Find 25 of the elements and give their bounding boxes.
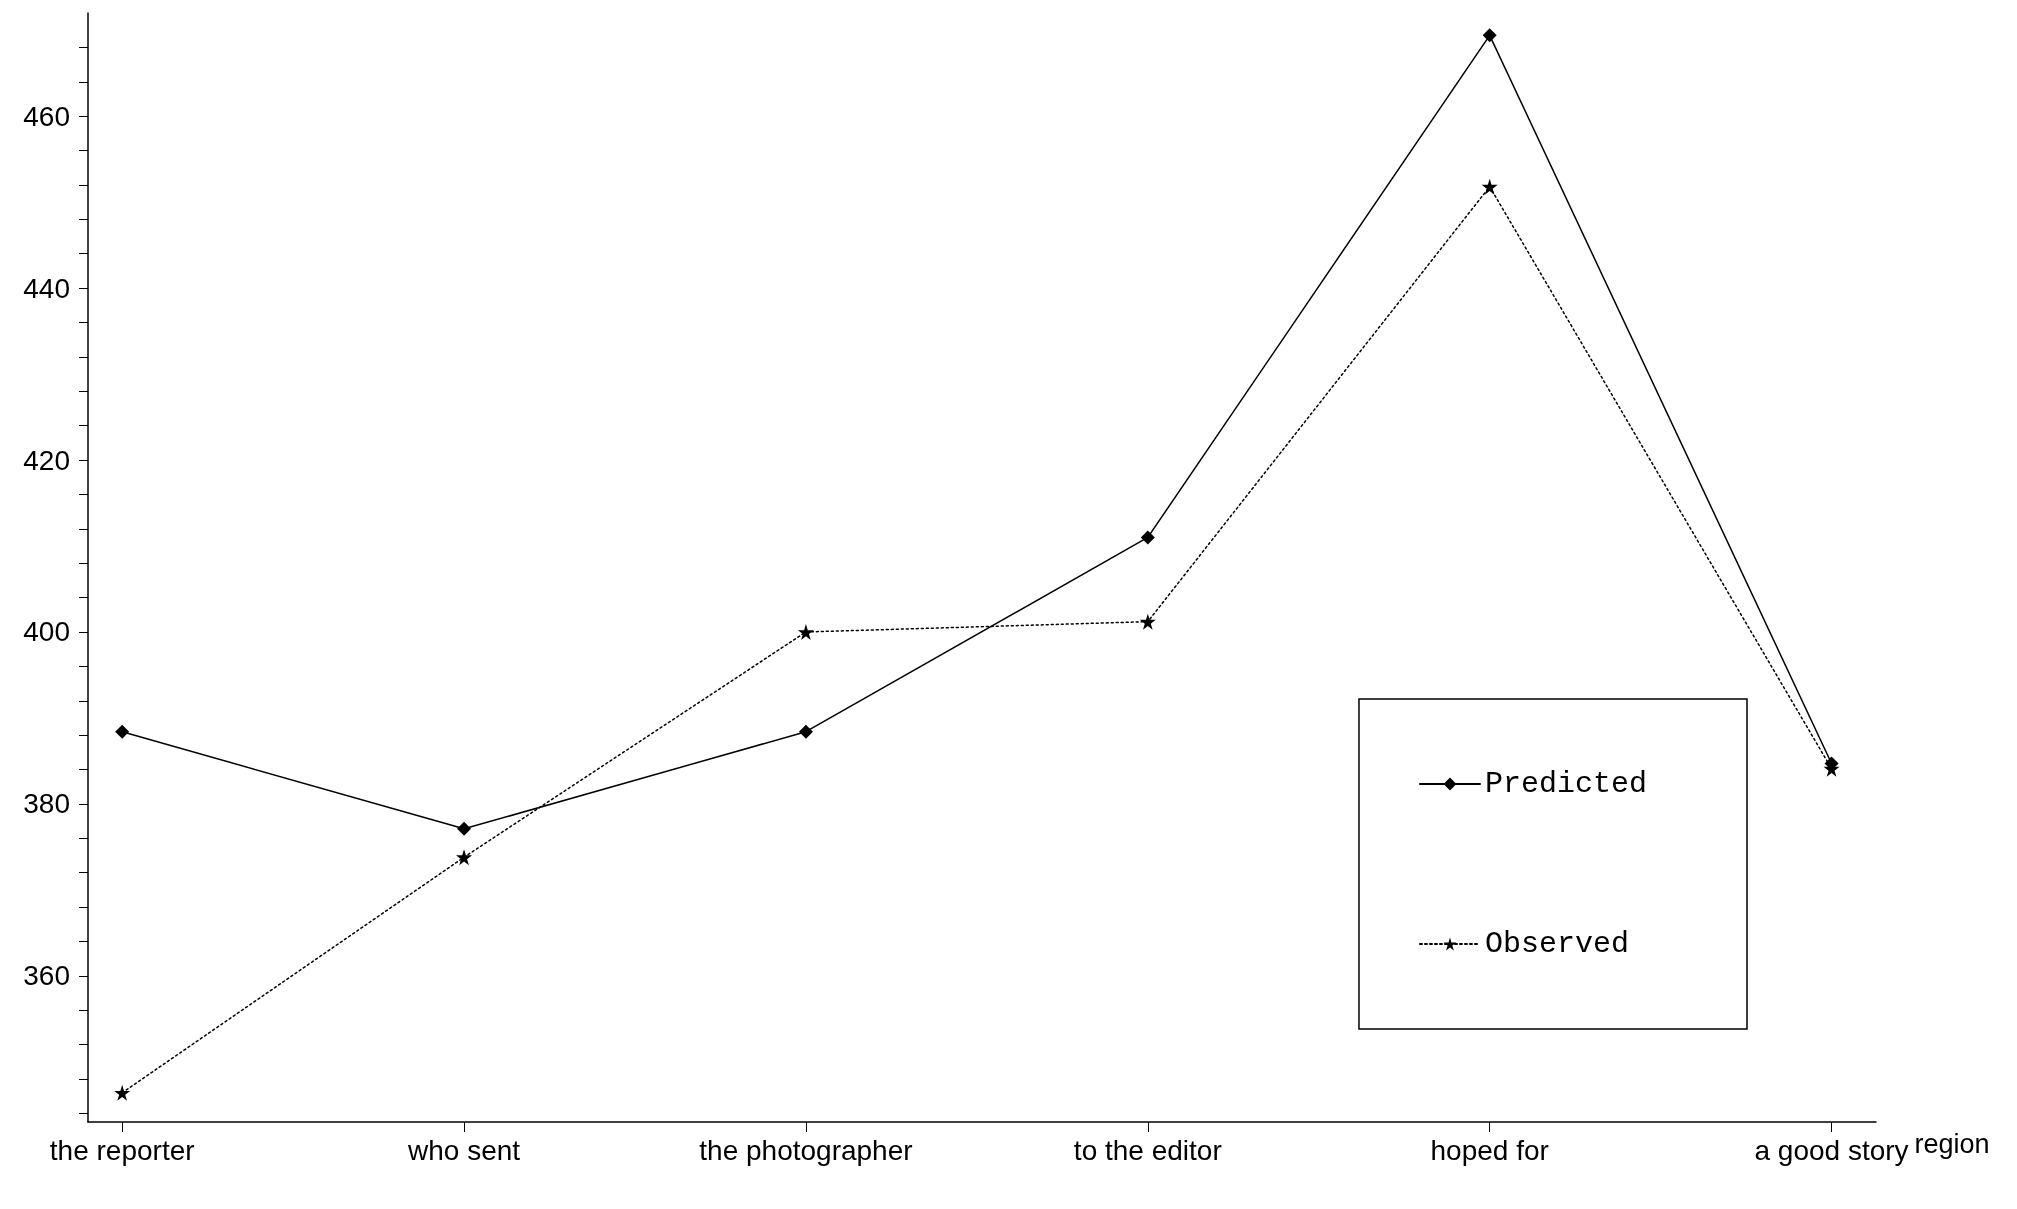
point xyxy=(456,849,473,866)
point xyxy=(1139,613,1156,630)
point xyxy=(797,623,814,640)
point xyxy=(1482,28,1497,43)
point xyxy=(1140,530,1155,545)
point xyxy=(114,1084,131,1101)
x-axis-title: region xyxy=(1914,1128,1990,1159)
x-tick-label: who sent xyxy=(407,1134,521,1166)
x-tick-label: the photographer xyxy=(699,1134,913,1166)
point xyxy=(115,724,130,739)
x-tick-label: a good story xyxy=(1754,1134,1909,1166)
y-tick-label: 460 xyxy=(23,100,70,132)
x-tick-label: to the editor xyxy=(1073,1134,1222,1166)
x-tick-label: hoped for xyxy=(1430,1134,1549,1166)
y-tick-label: 360 xyxy=(23,960,70,992)
y-tick-label: 420 xyxy=(23,444,70,476)
x-tick-label: the reporter xyxy=(49,1134,195,1166)
point xyxy=(1481,178,1498,195)
legend-label: Observed xyxy=(1484,927,1629,961)
y-tick-label: 440 xyxy=(23,272,70,304)
legend-label: Predicted xyxy=(1484,767,1647,801)
point xyxy=(457,821,472,836)
y-tick-label: 400 xyxy=(23,616,70,648)
y-tick-label: 380 xyxy=(23,788,70,820)
point xyxy=(798,724,813,739)
